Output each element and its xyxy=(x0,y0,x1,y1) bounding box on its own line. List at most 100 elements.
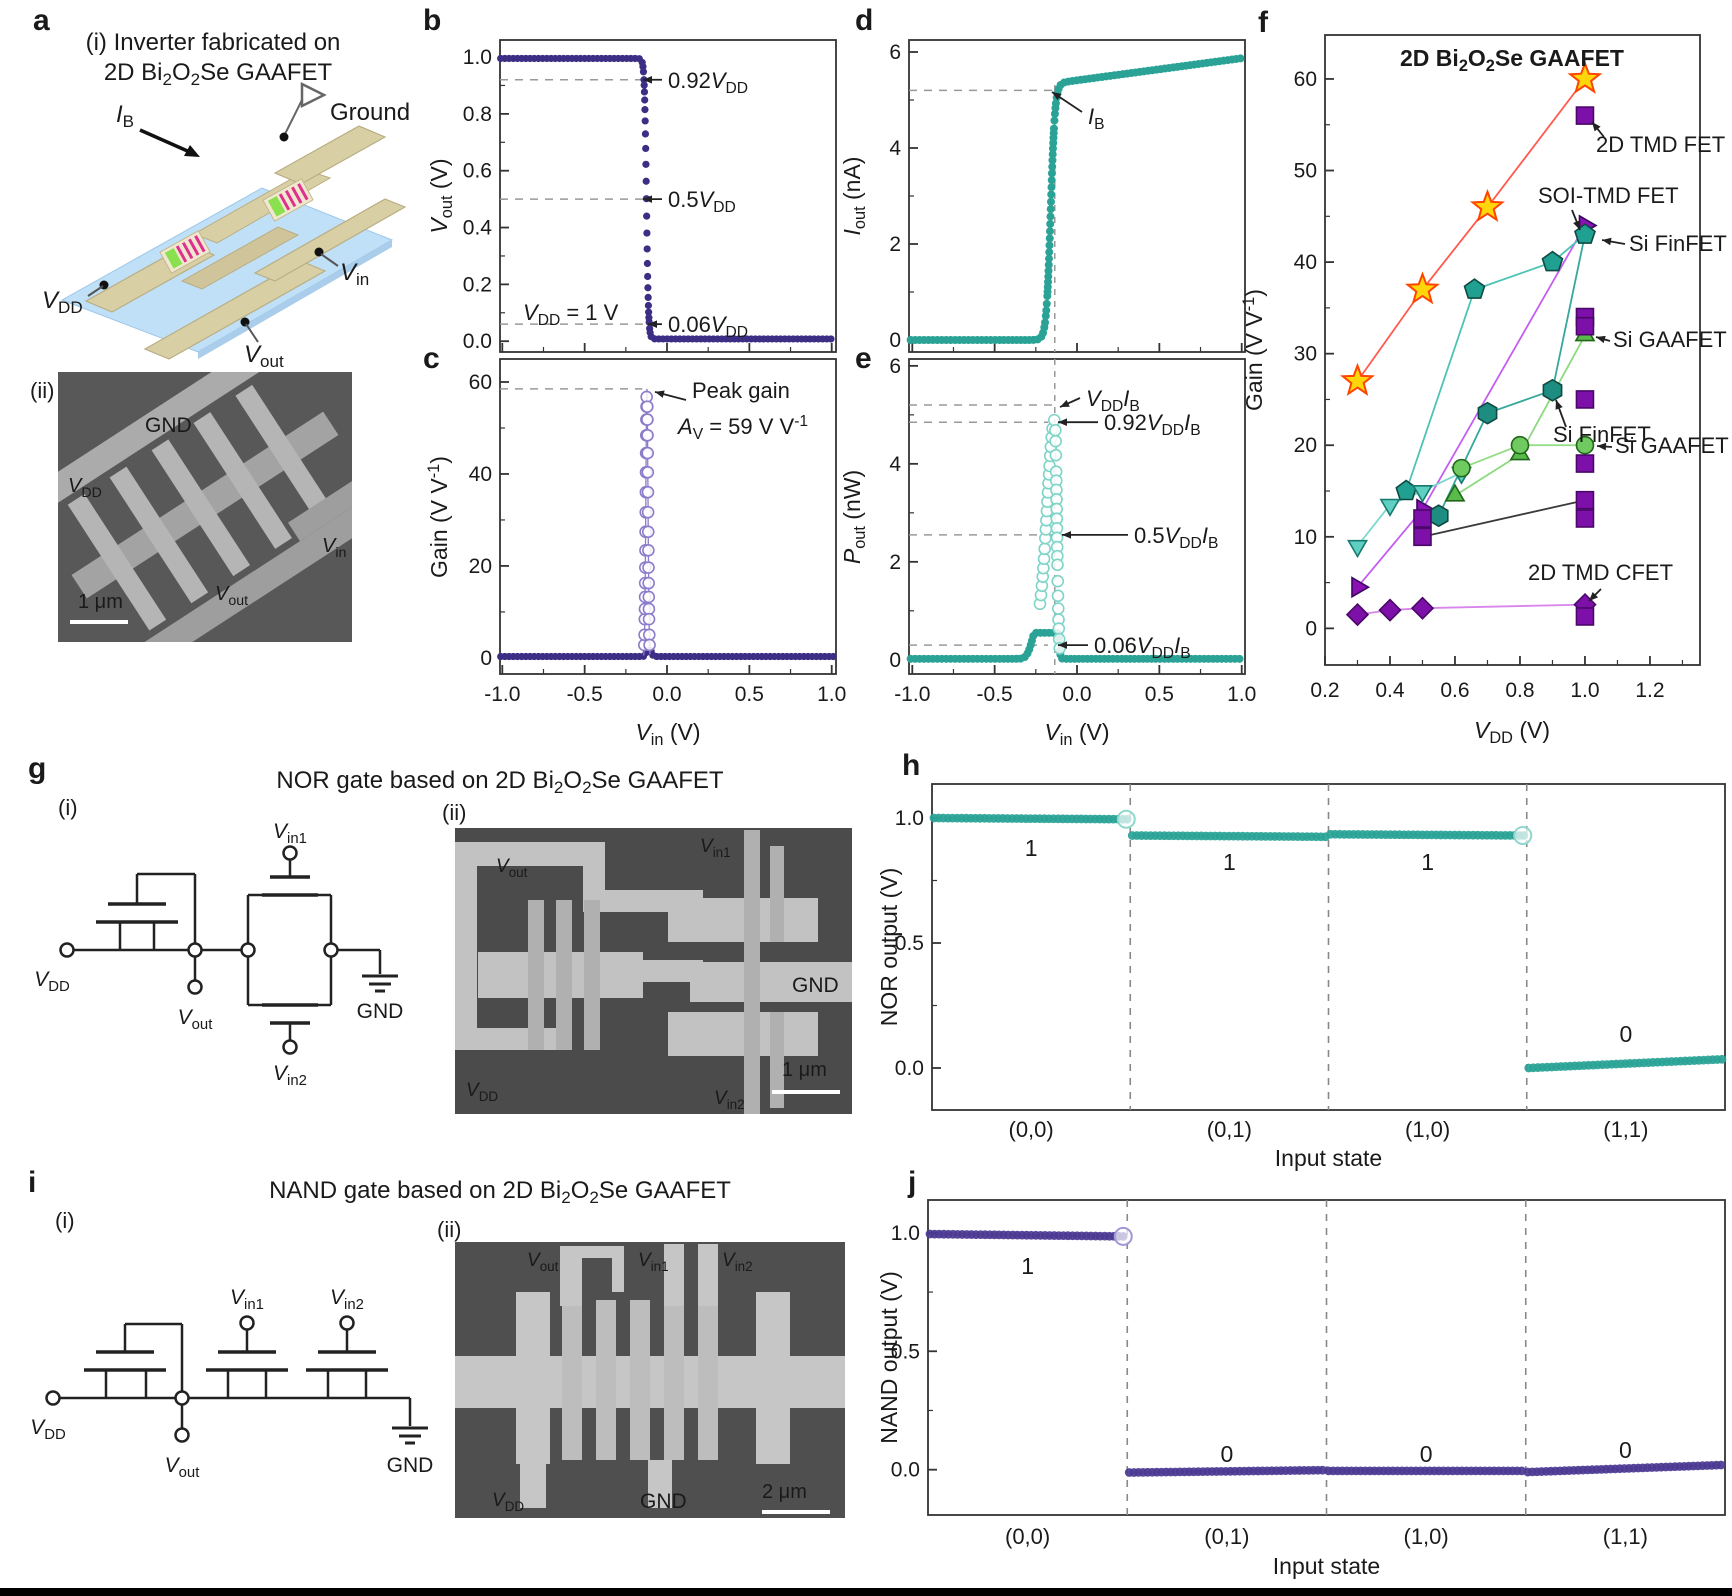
svg-text:0.4: 0.4 xyxy=(1375,679,1405,702)
svg-text:Vout (V): Vout (V) xyxy=(426,158,456,233)
sem-a-vdd-label: VDD xyxy=(68,475,102,501)
svg-text:1: 1 xyxy=(1025,835,1038,861)
charts-layer: 0.00.20.40.60.81.00.92VDD0.5VDD0.06VDDVD… xyxy=(425,34,1729,1579)
svg-text:Si FinFET: Si FinFET xyxy=(1553,422,1651,447)
svg-text:0.0: 0.0 xyxy=(895,1057,924,1080)
svg-text:10: 10 xyxy=(1294,526,1317,549)
svg-text:Gain (V V-1): Gain (V V-1) xyxy=(425,456,452,578)
svg-text:6: 6 xyxy=(889,41,901,64)
panel-j-plot: 0.0 0.5 1.0 1 0 0 0 (0,0) (0,1) (1,0) (1,1) Input s… xyxy=(876,1199,1726,1579)
svg-text:0: 0 xyxy=(889,329,901,352)
panel-g-sub-ii: (ii) xyxy=(442,800,466,825)
svg-text:VDDIB: VDDIB xyxy=(1086,386,1140,415)
svg-text:60: 60 xyxy=(1294,68,1317,91)
vout-lead xyxy=(245,323,259,343)
panel-d-letter: d xyxy=(855,4,873,37)
sem-i-gnd-label: GND xyxy=(640,1490,687,1513)
svg-text:0: 0 xyxy=(1619,1021,1632,1047)
vin-label: Vin xyxy=(340,259,369,289)
sem-a-scale-text: 1 μm xyxy=(78,591,123,613)
panel-h-plot: 0.0 0.5 1.0 1 1 1 0 (0,0) (0,1) (1,0) (1,1) Input s… xyxy=(876,783,1727,1171)
sem-i-vin1-label: Vin1 xyxy=(638,1250,669,1274)
svg-text:2: 2 xyxy=(889,551,901,574)
g-vdd-label: VDD xyxy=(34,968,70,995)
svg-text:0.0: 0.0 xyxy=(891,1459,920,1482)
svg-text:1.2: 1.2 xyxy=(1635,679,1664,702)
g-vin2-label: Vin2 xyxy=(273,1062,307,1089)
svg-text:0.5: 0.5 xyxy=(895,932,924,955)
svg-text:1.0: 1.0 xyxy=(1227,683,1256,706)
svg-text:60: 60 xyxy=(469,371,492,394)
panel-a-sem-image: GND VDD Vin Vout 1 μm xyxy=(58,372,352,642)
panel-g-nor-circuit xyxy=(59,845,398,1055)
panel-f-letter: f xyxy=(1258,6,1269,39)
svg-text:Si GAAFET: Si GAAFET xyxy=(1613,327,1727,352)
sem-g-vin1-label: Vin1 xyxy=(700,836,731,860)
svg-text:1: 1 xyxy=(1021,1253,1034,1279)
g-vout-label: Vout xyxy=(178,1006,214,1033)
svg-text:(0,1): (0,1) xyxy=(1207,1117,1252,1142)
svg-text:Input state: Input state xyxy=(1273,1553,1380,1579)
ib-arrow-head xyxy=(184,145,200,157)
ground-lead xyxy=(283,99,303,137)
sem-i-vin2-label: Vin2 xyxy=(722,1250,753,1274)
svg-text:Si GAAFET: Si GAAFET xyxy=(1615,433,1729,458)
panel-i-title: NAND gate based on 2D Bi2O2Se GAAFET xyxy=(269,1177,731,1207)
i-vin1-label: Vin1 xyxy=(230,1286,264,1313)
panel-a-3d-illustration: IB Ground VDD Vout Vin xyxy=(42,81,410,371)
panel-j-letter: j xyxy=(907,1166,916,1199)
svg-text:0.2: 0.2 xyxy=(1310,679,1339,702)
svg-text:0.2: 0.2 xyxy=(463,273,492,296)
i-vout-label: Vout xyxy=(165,1454,201,1481)
panel-a-letter: a xyxy=(33,4,50,37)
svg-text:0.6: 0.6 xyxy=(1440,679,1469,702)
svg-text:2: 2 xyxy=(889,233,901,256)
panel-i-sub-ii: (ii) xyxy=(437,1217,461,1242)
svg-text:0.4: 0.4 xyxy=(463,217,493,240)
panel-b-plot: 0.0 0.2 0.4 0.6 0.8 1.0 0.92VDD 0.5VDD 0.06VDD VD… xyxy=(426,39,837,353)
svg-text:6: 6 xyxy=(889,355,901,378)
svg-text:0: 0 xyxy=(1420,1441,1433,1467)
panel-c-plot: 0 20 40 60 -1.0 -0.5 0.0 0.5 1.0 Peak gain AV = 59… xyxy=(425,358,846,749)
panel-d-plot: 0 2 4 6 IB Iout (nA) xyxy=(839,39,1246,353)
svg-text:Vin (V): Vin (V) xyxy=(635,719,700,749)
svg-text:20: 20 xyxy=(1294,434,1317,457)
vin-lead xyxy=(320,253,339,267)
svg-text:Iout (nA): Iout (nA) xyxy=(839,157,869,236)
svg-text:0: 0 xyxy=(1619,1437,1632,1463)
svg-text:40: 40 xyxy=(1294,251,1317,274)
svg-text:0.06VDDIB: 0.06VDDIB xyxy=(1094,633,1191,662)
svg-text:0.92VDDIB: 0.92VDDIB xyxy=(1104,410,1201,439)
sem-i-vout-label: Vout xyxy=(527,1250,559,1274)
svg-text:Input state: Input state xyxy=(1275,1145,1382,1171)
panel-a-sub-ii: (ii) xyxy=(30,378,54,403)
svg-text:0.6: 0.6 xyxy=(463,160,492,183)
svg-text:30: 30 xyxy=(1294,343,1317,366)
gaafet-channel-1 xyxy=(159,230,211,274)
i-gnd-label: GND xyxy=(387,1454,434,1477)
svg-text:0.5VDD: 0.5VDD xyxy=(668,187,736,216)
svg-text:1.0: 1.0 xyxy=(891,1222,920,1245)
svg-text:NOR output (V): NOR output (V) xyxy=(876,868,902,1027)
panel-c-letter: c xyxy=(423,342,440,375)
svg-text:2D TMD FET: 2D TMD FET xyxy=(1596,132,1725,157)
svg-text:0.5: 0.5 xyxy=(1145,683,1174,706)
panel-i-letter: i xyxy=(28,1166,36,1199)
svg-text:0: 0 xyxy=(1305,617,1317,640)
vdd-label: VDD xyxy=(42,287,83,317)
panel-a-title-line2: 2D Bi2O2Se GAAFET xyxy=(104,59,333,89)
electrode-vout xyxy=(143,260,327,360)
svg-text:1: 1 xyxy=(1421,849,1434,875)
i-vin2-label: Vin2 xyxy=(330,1286,364,1313)
svg-text:2D Bi2O2Se GAAFET: 2D Bi2O2Se GAAFET xyxy=(1400,45,1624,75)
ib-label: IB xyxy=(116,101,134,131)
svg-text:(0,0): (0,0) xyxy=(1009,1117,1054,1142)
bottom-border-bar xyxy=(0,1588,1732,1596)
panel-a-title-line1: (i) Inverter fabricated on xyxy=(86,29,341,56)
svg-text:2D TMD CFET: 2D TMD CFET xyxy=(1528,560,1673,585)
gaafet-channel-2 xyxy=(262,178,314,222)
svg-text:0.0: 0.0 xyxy=(1062,683,1091,706)
svg-text:1.0: 1.0 xyxy=(895,807,924,830)
svg-text:0.92VDD: 0.92VDD xyxy=(668,68,748,97)
panel-g-title: NOR gate based on 2D Bi2O2Se GAAFET xyxy=(276,767,724,797)
